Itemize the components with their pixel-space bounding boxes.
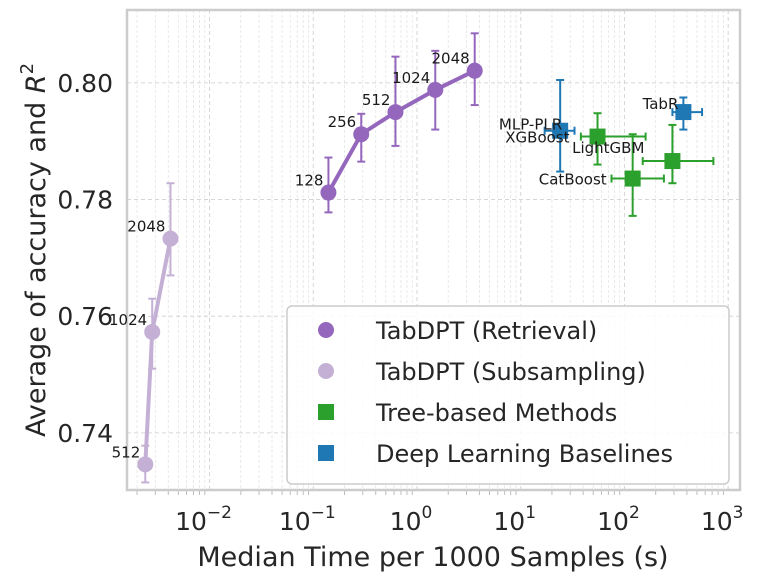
point-label: 256 xyxy=(328,113,357,131)
error-bar xyxy=(391,55,400,147)
series-deep-learning-baselines xyxy=(543,78,704,173)
series-tabdpt-subsampling xyxy=(137,182,179,484)
legend: TabDPT (Retrieval) TabDPT (Subsampling) Tr… xyxy=(286,305,730,485)
legend-frame xyxy=(286,305,730,485)
point-label: MLP-PLR xyxy=(499,116,562,134)
x-tick-label: 101 xyxy=(493,503,536,536)
data-point xyxy=(427,81,444,98)
point-label: 512 xyxy=(112,443,141,461)
error-bar xyxy=(166,182,175,277)
data-point xyxy=(466,62,483,79)
x-tick-label: 103 xyxy=(701,503,744,536)
series-tabdpt-retrieval xyxy=(320,32,483,214)
legend-marker xyxy=(318,404,334,420)
x-tick-exponent: 0 xyxy=(421,503,432,523)
x-tick-base: 10 xyxy=(390,507,422,536)
x-tick-base: 10 xyxy=(493,507,525,536)
plot-frame xyxy=(125,8,742,492)
point-label: 128 xyxy=(295,172,324,190)
data-point xyxy=(137,456,154,473)
data-point xyxy=(353,126,370,143)
x-tick-base: 10 xyxy=(279,507,311,536)
x-tick-base: 10 xyxy=(597,507,629,536)
x-tick-label: 10−1 xyxy=(279,503,336,536)
legend-marker xyxy=(318,445,334,461)
data-point xyxy=(162,230,179,247)
data-point xyxy=(675,104,692,121)
point-label: XGBoost xyxy=(505,129,569,147)
legend-items: TabDPT (Retrieval) TabDPT (Subsampling) Tr… xyxy=(318,317,673,468)
point-labels: 1282565121024204851210242048XGBoostCatBo… xyxy=(109,50,678,462)
data-point xyxy=(320,184,337,201)
data-point xyxy=(144,323,161,340)
x-tick-label: 100 xyxy=(390,503,433,536)
point-label: 512 xyxy=(362,91,391,109)
x-tick-exponent: −1 xyxy=(311,503,336,523)
point-label: TabR xyxy=(642,95,679,113)
x-axis-label: Median Time per 1000 Samples (s) xyxy=(197,542,668,573)
point-label: 1024 xyxy=(392,69,430,87)
y-axis-label-sup: 2 xyxy=(17,63,38,74)
y-tick-label: 0.80 xyxy=(57,69,113,98)
legend-label: Deep Learning Baselines xyxy=(376,440,673,468)
point-label: CatBoost xyxy=(539,171,607,189)
data-point xyxy=(589,128,606,145)
legend-label: TabDPT (Retrieval) xyxy=(375,317,597,345)
y-tick-label: 0.78 xyxy=(57,186,113,215)
data-point xyxy=(664,153,681,170)
x-tick-exponent: 3 xyxy=(733,503,744,523)
x-tick-label: 102 xyxy=(597,503,640,536)
y-axis-label-var: R xyxy=(21,74,52,93)
y-axis-label: Average of accuracy and R2 xyxy=(17,63,52,437)
x-tick-base: 10 xyxy=(701,507,733,536)
point-label: 2048 xyxy=(127,218,165,236)
point-label: 1024 xyxy=(109,311,147,329)
x-tick-exponent: −2 xyxy=(207,503,232,523)
data-point xyxy=(624,170,641,187)
legend-label: Tree-based Methods xyxy=(375,399,617,427)
y-tick-label: 0.76 xyxy=(57,302,113,331)
x-tick-label: 10−2 xyxy=(175,503,232,536)
series-tree-based-methods xyxy=(579,112,715,217)
data-series xyxy=(137,32,715,484)
data-point xyxy=(387,104,404,121)
x-tick-exponent: 1 xyxy=(525,503,536,523)
point-label: LightGBM xyxy=(572,139,644,157)
y-axis-ticks: 0.74 0.76 0.78 0.80 xyxy=(57,69,113,448)
legend-marker xyxy=(318,363,334,379)
y-axis-label-text: Average of accuracy and xyxy=(21,93,52,437)
x-tick-exponent: 2 xyxy=(629,503,640,523)
y-tick-label: 0.74 xyxy=(57,419,113,448)
legend-marker xyxy=(318,322,334,338)
point-label: 2048 xyxy=(432,50,470,68)
data-point xyxy=(552,122,569,139)
x-axis-ticks: 10−2 10−1 100 101 102 103 xyxy=(175,503,743,536)
legend-label: TabDPT (Subsampling) xyxy=(375,358,646,386)
x-tick-base: 10 xyxy=(175,507,207,536)
